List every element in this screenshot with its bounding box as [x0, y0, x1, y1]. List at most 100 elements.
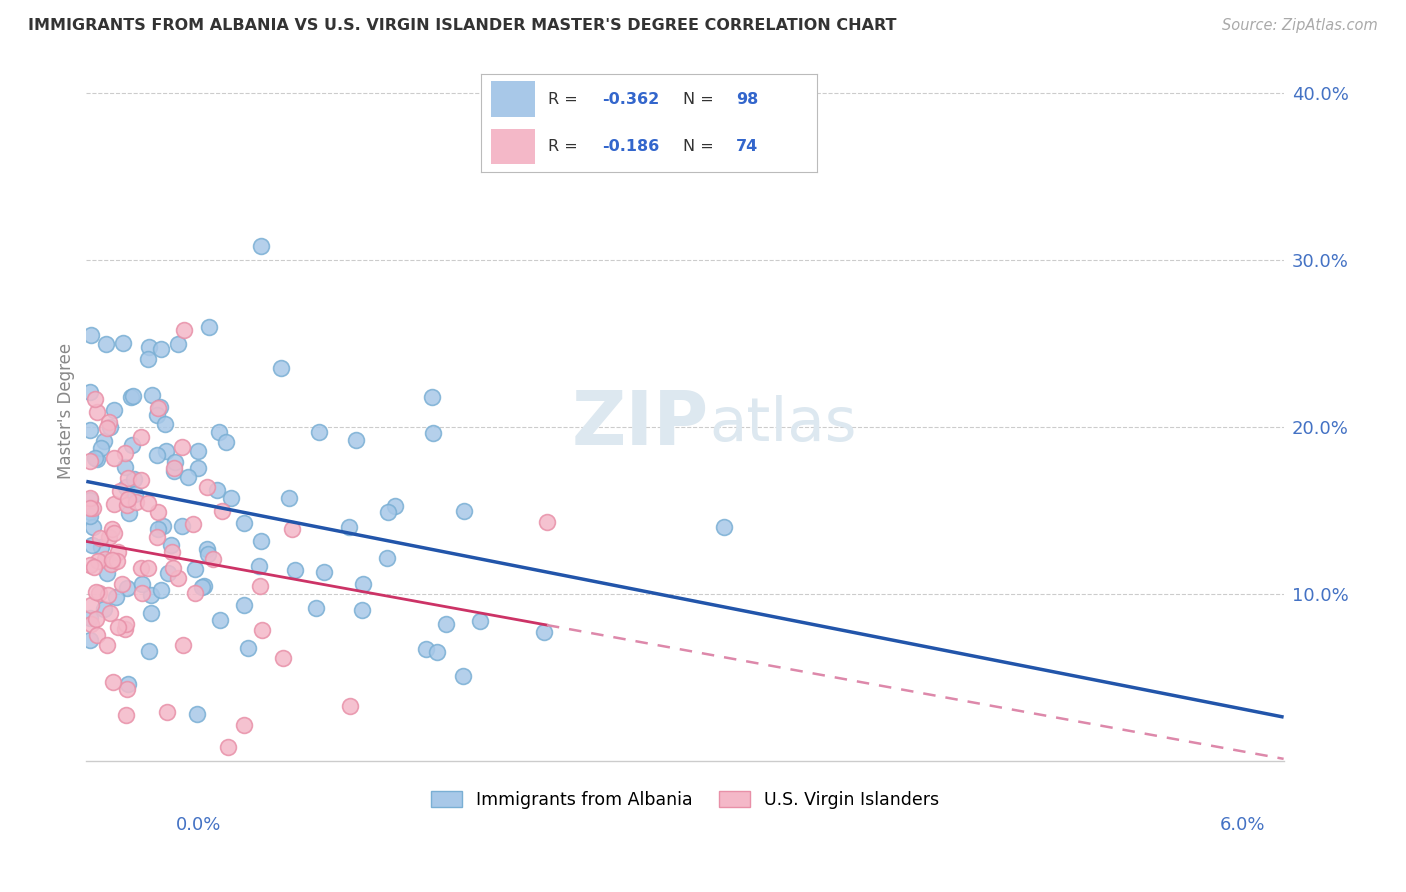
Point — [146, 505, 169, 519]
Point — [121, 438, 143, 452]
Point — [136, 561, 159, 575]
Point — [468, 614, 491, 628]
Text: ZIP: ZIP — [572, 388, 709, 461]
Point — [141, 588, 163, 602]
Point — [79, 454, 101, 468]
Point — [207, 483, 229, 497]
Point — [129, 560, 152, 574]
Point — [103, 403, 125, 417]
Legend: Immigrants from Albania, U.S. Virgin Islanders: Immigrants from Albania, U.S. Virgin Isl… — [425, 784, 946, 816]
Point — [79, 424, 101, 438]
Point — [115, 498, 138, 512]
Point — [118, 506, 141, 520]
Point — [80, 598, 103, 612]
Point — [117, 491, 139, 506]
Point — [94, 552, 117, 566]
Point — [117, 677, 139, 691]
Point — [117, 681, 139, 696]
Point — [107, 620, 129, 634]
Point — [249, 558, 271, 573]
Point — [150, 343, 173, 357]
Point — [114, 446, 136, 460]
Point — [103, 526, 125, 541]
Point — [422, 425, 444, 440]
Point — [79, 328, 101, 343]
Point — [153, 417, 176, 431]
Point — [304, 600, 326, 615]
Point — [96, 588, 118, 602]
Point — [152, 519, 174, 533]
Point — [187, 443, 209, 458]
Point — [124, 495, 146, 509]
Point — [87, 554, 110, 568]
Point — [84, 585, 107, 599]
Point — [377, 505, 399, 519]
Point — [146, 530, 169, 544]
Point — [166, 571, 188, 585]
Point — [420, 390, 443, 404]
Point — [163, 461, 186, 475]
Point — [339, 699, 361, 714]
Point — [284, 563, 307, 577]
Point — [79, 611, 101, 625]
Point — [177, 469, 200, 483]
Point — [136, 352, 159, 367]
Point — [138, 496, 160, 510]
Point — [86, 405, 108, 419]
Point — [172, 518, 194, 533]
Point — [117, 471, 139, 485]
Point — [83, 392, 105, 407]
Point — [100, 606, 122, 620]
Point — [250, 239, 273, 253]
Y-axis label: Master's Degree: Master's Degree — [58, 343, 75, 479]
Point — [93, 434, 115, 448]
Point — [215, 434, 238, 449]
Point — [129, 474, 152, 488]
Point — [79, 505, 101, 519]
Point — [82, 501, 104, 516]
Point — [90, 540, 112, 554]
Point — [337, 520, 360, 534]
Point — [415, 641, 437, 656]
Point — [344, 434, 367, 448]
Point — [193, 579, 215, 593]
Point — [281, 522, 304, 536]
Point — [146, 522, 169, 536]
Point — [211, 504, 233, 518]
Point — [187, 460, 209, 475]
Text: IMMIGRANTS FROM ALBANIA VS U.S. VIRGIN ISLANDER MASTER'S DEGREE CORRELATION CHAR: IMMIGRANTS FROM ALBANIA VS U.S. VIRGIN I… — [28, 18, 897, 33]
Point — [536, 516, 558, 530]
Point — [195, 480, 218, 494]
Point — [89, 586, 111, 600]
Point — [141, 387, 163, 401]
Point — [131, 430, 153, 444]
Text: 0.0%: 0.0% — [176, 815, 221, 833]
Point — [98, 530, 121, 544]
Point — [183, 586, 205, 600]
Point — [172, 638, 194, 652]
Point — [233, 598, 256, 612]
Point — [191, 580, 214, 594]
Point — [198, 320, 221, 334]
Point — [533, 625, 555, 640]
Point — [139, 606, 162, 620]
Point — [111, 576, 134, 591]
Point — [208, 613, 231, 627]
Point — [278, 491, 301, 505]
Point — [453, 504, 475, 518]
Point — [172, 440, 194, 454]
Point — [90, 441, 112, 455]
Point — [312, 565, 335, 579]
Point — [83, 559, 105, 574]
Point — [713, 520, 735, 534]
Point — [145, 409, 167, 423]
Point — [160, 545, 183, 559]
Point — [352, 603, 374, 617]
Point — [115, 480, 138, 494]
Point — [138, 341, 160, 355]
Point — [375, 551, 398, 566]
Point — [148, 401, 170, 415]
Point — [97, 415, 120, 429]
Point — [451, 669, 474, 683]
Point — [93, 602, 115, 616]
